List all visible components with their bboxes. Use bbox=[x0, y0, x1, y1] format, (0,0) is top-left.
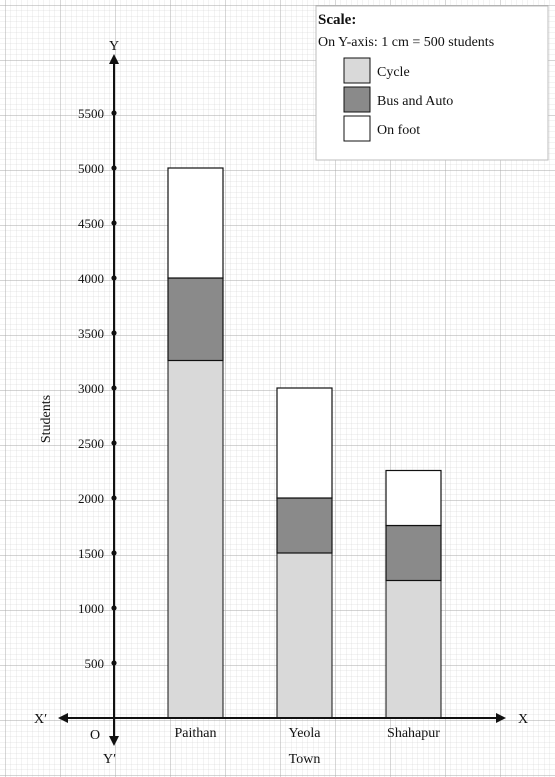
x-axis-negative-label: X′ bbox=[34, 712, 47, 727]
y-tick-dot-5000 bbox=[111, 165, 117, 171]
y-axis-arrow-top bbox=[109, 54, 119, 64]
legend-swatch-on-foot bbox=[343, 115, 371, 142]
legend-label-on-foot: On foot bbox=[377, 123, 420, 138]
bar-yeola-on-foot bbox=[276, 387, 333, 499]
legend-label-bus-and-auto: Bus and Auto bbox=[377, 94, 453, 109]
y-tick-dot-2500 bbox=[111, 440, 117, 446]
x-axis-positive-label: X bbox=[518, 712, 528, 727]
y-tick-dot-3500 bbox=[111, 330, 117, 336]
bar-paithan-on-foot bbox=[167, 167, 224, 279]
bar-shahapur-on-foot bbox=[385, 469, 442, 527]
y-tick-label-1500: 1500 bbox=[78, 546, 104, 561]
y-tick-dot-2000 bbox=[111, 495, 117, 501]
category-sublabel-yeola: Town bbox=[289, 752, 321, 767]
y-tick-label-4000: 4000 bbox=[78, 271, 104, 286]
y-tick-dot-3000 bbox=[111, 385, 117, 391]
y-axis-title: Students bbox=[39, 395, 54, 443]
x-axis-arrow-left bbox=[58, 713, 68, 723]
legend-items: Cycle Bus and Auto On foot bbox=[343, 57, 453, 142]
bar-shahapur-bus-and-auto bbox=[385, 524, 442, 582]
axes-layer: X X′ Y Y′ O Students bbox=[34, 39, 528, 767]
bar-shahapur-cycle bbox=[385, 580, 442, 719]
y-tick-dot-4000 bbox=[111, 275, 117, 281]
y-tick-label-3500: 3500 bbox=[78, 326, 104, 341]
y-tick-label-3000: 3000 bbox=[78, 381, 104, 396]
category-labels-layer: Paithan Yeola Town Shahapur bbox=[175, 726, 441, 767]
y-tick-dot-1500 bbox=[111, 550, 117, 556]
y-axis-positive-label: Y bbox=[109, 39, 119, 54]
legend-swatch-bus-and-auto bbox=[343, 86, 371, 113]
y-tick-label-500: 500 bbox=[85, 656, 105, 671]
bar-paithan-bus-and-auto bbox=[167, 277, 224, 362]
y-tick-label-2500: 2500 bbox=[78, 436, 104, 451]
y-axis-negative-label: Y′ bbox=[103, 752, 116, 767]
legend: Scale: On Y-axis: 1 cm = 500 students Cy… bbox=[315, 5, 549, 161]
category-label-paithan: Paithan bbox=[175, 726, 217, 741]
y-tick-label-4500: 4500 bbox=[78, 216, 104, 231]
legend-title: Scale: bbox=[318, 12, 356, 28]
legend-scale-text: On Y-axis: 1 cm = 500 students bbox=[318, 35, 494, 50]
y-tick-dot-4500 bbox=[111, 220, 117, 226]
category-label-shahapur: Shahapur bbox=[387, 726, 440, 741]
bar-yeola-bus-and-auto bbox=[276, 497, 333, 554]
y-ticks-layer: 500 1000 1500 2000 2500 3000 3500 4000 4500 5000 5… bbox=[78, 106, 117, 671]
origin-label: O bbox=[90, 728, 100, 743]
y-axis-arrow-bottom bbox=[109, 736, 119, 746]
legend-swatch-cycle bbox=[343, 57, 371, 84]
y-tick-label-2000: 2000 bbox=[78, 491, 104, 506]
bar-yeola-cycle bbox=[276, 552, 333, 719]
x-axis-arrow-right bbox=[496, 713, 506, 723]
bars-layer bbox=[167, 167, 442, 719]
legend-label-cycle: Cycle bbox=[377, 65, 410, 80]
y-tick-dot-5500 bbox=[111, 110, 117, 116]
category-label-yeola: Yeola bbox=[288, 726, 321, 741]
y-tick-label-1000: 1000 bbox=[78, 601, 104, 616]
y-tick-label-5500: 5500 bbox=[78, 106, 104, 121]
y-tick-dot-500 bbox=[111, 660, 117, 666]
y-tick-label-5000: 5000 bbox=[78, 161, 104, 176]
y-tick-dot-1000 bbox=[111, 605, 117, 611]
bar-paithan-cycle bbox=[167, 360, 224, 719]
